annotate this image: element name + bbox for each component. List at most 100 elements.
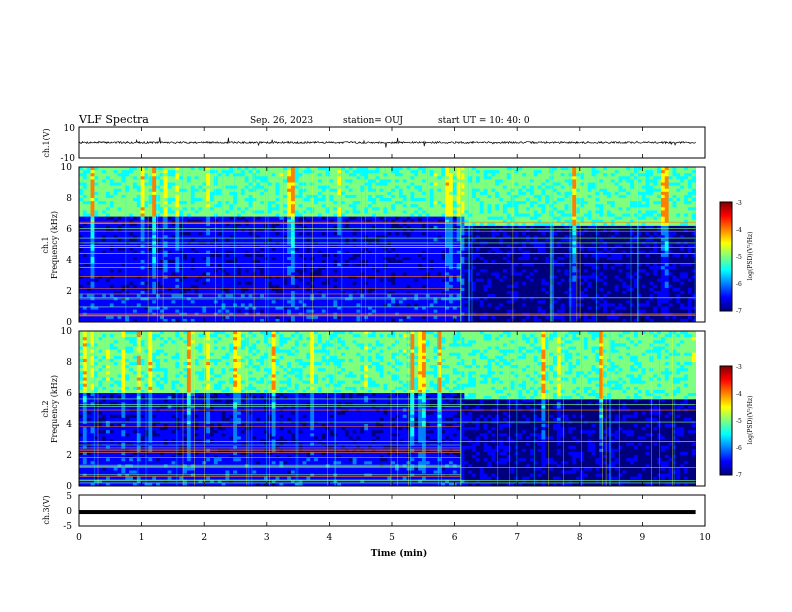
spectrogram-cell: [333, 266, 338, 270]
spectrogram-cell: [105, 250, 111, 255]
spectrogram-cell: [283, 291, 288, 295]
spectrogram-cell: [252, 269, 257, 273]
spectrogram-cell: [406, 204, 411, 208]
spectrogram-cell: [237, 281, 242, 286]
spectrogram-cell: [117, 222, 122, 227]
spectrogram-cell: [140, 222, 145, 227]
spectrogram-cell: [252, 300, 257, 304]
spectrogram-cell: [240, 253, 246, 258]
spectrogram-cell: [306, 269, 311, 273]
spectrogram-cell: [433, 303, 438, 307]
spectrogram-cell: [383, 263, 388, 267]
spectrogram-cell: [156, 263, 161, 267]
spectrogram-cell: [410, 201, 415, 205]
spectrogram-cell: [306, 235, 311, 239]
spectrogram-cell: [98, 182, 103, 186]
spectrogram-cell: [287, 229, 292, 233]
spectrogram-cell: [364, 229, 369, 233]
spectrogram-cell: [263, 269, 269, 273]
spectrogram-cell: [194, 229, 199, 233]
spectrogram-cell: [132, 272, 138, 276]
spectrogram-cell: [256, 198, 261, 202]
spectrogram-cell: [167, 182, 172, 186]
spectrogram-cell: [125, 247, 130, 252]
spectrogram-cell: [294, 235, 300, 239]
spectrogram-cell: [441, 263, 446, 267]
spectrogram-cell: [213, 318, 219, 323]
spectrogram-cell: [148, 207, 153, 211]
spectrogram-cell: [383, 207, 388, 211]
spectrogram-cell: [290, 213, 296, 217]
spectrogram-cell: [410, 294, 415, 298]
spectrogram-cell: [244, 201, 249, 205]
spectrogram-cell: [263, 219, 269, 224]
spectrogram-cell: [244, 272, 249, 276]
spectrogram-cell: [271, 294, 276, 298]
spectrogram-cell: [410, 167, 415, 171]
spectrogram-cell: [406, 294, 411, 298]
spectrogram-cell: [321, 263, 327, 267]
spectrogram-cell: [429, 207, 434, 211]
spectrogram-cell: [79, 201, 84, 205]
spectrogram-cell: [395, 170, 400, 174]
spectrogram-cell: [283, 176, 288, 180]
spectrogram-cell: [210, 266, 215, 270]
spectrogram-cell: [167, 250, 172, 255]
spectrogram-cell: [341, 185, 346, 190]
spectrogram-cell: [352, 260, 357, 264]
spectrogram-cell: [105, 232, 111, 236]
spectrogram-cell: [406, 306, 411, 310]
spectrogram-cell: [102, 315, 107, 320]
spectrogram-cell: [194, 309, 199, 314]
spectrogram-cell: [202, 198, 207, 202]
spectrogram-cell: [375, 185, 380, 190]
spectrogram-cell: [271, 312, 276, 317]
spectrogram-cell: [86, 238, 91, 242]
spectrogram-cell: [237, 303, 242, 307]
spectrogram-cell: [179, 207, 184, 211]
spectrogram-cell: [210, 256, 215, 261]
spectrogram-cell: [233, 318, 238, 323]
spectrogram-cell: [225, 173, 230, 177]
spectrogram-cell: [271, 272, 276, 276]
spectrogram-cell: [391, 179, 396, 183]
spectrogram-cell: [306, 263, 311, 267]
spectrogram-cell: [279, 247, 284, 252]
spectrogram-cell: [202, 306, 207, 310]
spectrogram-cell: [244, 167, 249, 171]
spectrogram-cell: [352, 284, 357, 289]
spectrogram-cell: [217, 306, 222, 310]
spectrogram-cell: [113, 216, 118, 221]
spectrogram-cell: [321, 318, 327, 323]
spectrogram-cell: [360, 294, 365, 298]
spectrogram-cell: [287, 303, 292, 307]
spectrogram-cell: [117, 176, 122, 180]
spectrogram-cell: [175, 300, 180, 304]
spectrogram-cell: [217, 309, 222, 314]
spectrogram-cell: [144, 275, 149, 279]
spectrogram-cell: [132, 173, 138, 177]
spectrogram-cell: [144, 284, 149, 289]
spectrogram-cell: [260, 191, 265, 196]
spectrogram-cell: [179, 269, 184, 273]
spectrogram-cell: [402, 278, 407, 283]
spectrogram-cell: [102, 225, 107, 230]
spectrogram-cell: [368, 256, 373, 261]
spectrogram-cell: [159, 281, 165, 286]
spectrogram-cell: [94, 167, 99, 171]
spectrogram-cell: [387, 210, 392, 214]
spectrogram-cell: [398, 173, 404, 177]
spectrogram-cell: [333, 207, 338, 211]
spectrogram-cell: [290, 263, 296, 267]
spectrogram-cell: [275, 281, 280, 286]
spectrogram-cell: [441, 247, 446, 252]
spectrogram-cell: [202, 256, 207, 261]
spectrogram-cell: [102, 250, 107, 255]
spectrogram-cell: [375, 247, 380, 252]
spectrogram-cell: [240, 281, 246, 286]
spectrogram-cell: [352, 210, 357, 214]
spectrogram-cell: [136, 278, 142, 283]
spectrogram-cell: [152, 182, 157, 186]
spectrogram-cell: [90, 191, 95, 196]
spectrogram-cell: [368, 281, 373, 286]
